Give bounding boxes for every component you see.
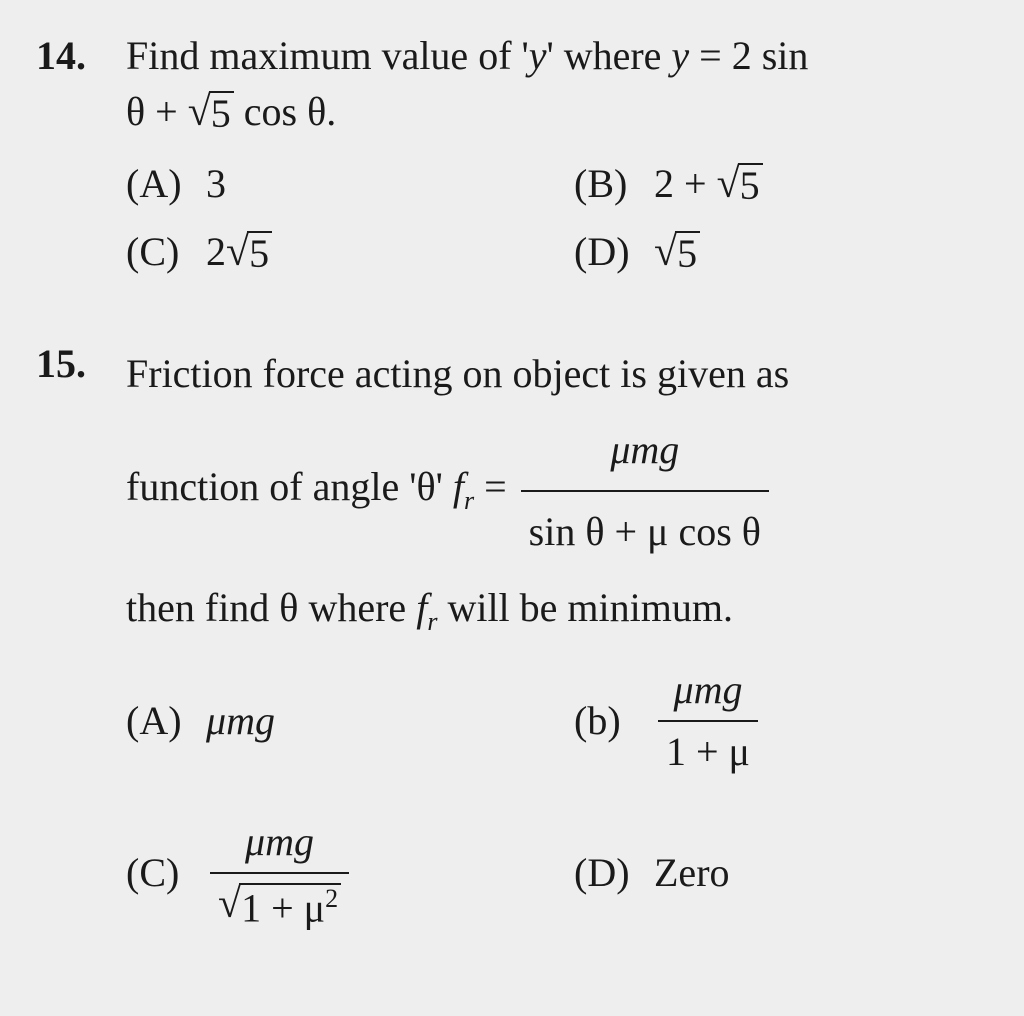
option-label: (C) <box>126 224 192 280</box>
fraction-denominator: √1 + μ2 <box>210 872 349 932</box>
fraction: μmgsin θ + μ cos θ <box>521 412 769 570</box>
text-fragment: Friction force acting on object is given… <box>126 351 789 396</box>
option-label: (C) <box>126 845 192 901</box>
equals-sign: = <box>474 464 517 509</box>
variable-y: y <box>671 33 689 78</box>
option-label: (A) <box>126 693 192 749</box>
option-d: (D) √5 <box>574 224 982 280</box>
option-value: 3 <box>206 156 226 212</box>
subscript-r: r <box>464 486 474 515</box>
question-14: 14. Find maximum value of 'y' where y = … <box>36 28 982 280</box>
variable-y: y <box>529 33 547 78</box>
text-fragment: θ + <box>126 89 188 134</box>
option-label: (D) <box>574 845 640 901</box>
option-a: (A) μmg <box>126 662 534 780</box>
question-number: 14. <box>36 28 126 280</box>
fraction: μmg 1 + μ <box>658 662 758 780</box>
option-label: (b) <box>574 693 640 749</box>
text-fragment: ' where <box>546 33 671 78</box>
option-value: μmg <box>206 693 275 749</box>
question-number: 15. <box>36 336 126 932</box>
sqrt-arg: 1 + μ2 <box>239 883 341 929</box>
page: 14. Find maximum value of 'y' where y = … <box>0 0 1024 1016</box>
text-fragment: Find maximum value of ' <box>126 33 529 78</box>
question-body: Find maximum value of 'y' where y = 2 si… <box>126 28 982 280</box>
text-fragment: cos θ. <box>234 89 336 134</box>
superscript-2: 2 <box>325 884 338 913</box>
text-fragment: 2 <box>206 229 226 274</box>
options-grid: (A) μmg (b) μmg 1 + μ (C) μmg √1 + μ2 <box>126 662 982 932</box>
fraction-numerator: μmg <box>666 662 751 720</box>
option-d: (D) Zero <box>574 814 982 932</box>
question-15: 15. Friction force acting on object is g… <box>36 336 982 932</box>
sqrt-arg: 5 <box>247 231 272 275</box>
fraction-denominator: 1 + μ <box>658 720 758 780</box>
radical-icon: √ <box>226 231 249 273</box>
option-value: Zero <box>654 845 730 901</box>
sqrt-expression: √5 <box>717 163 763 207</box>
options-grid: (A) 3 (B) 2 + √5 (C) 2√5 (D) <box>126 156 982 280</box>
option-label: (B) <box>574 156 640 212</box>
radical-icon: √ <box>218 883 241 925</box>
sqrt-expression: √5 <box>188 91 234 135</box>
question-text: Friction force acting on object is given… <box>126 336 982 646</box>
question-body: Friction force acting on object is given… <box>126 336 982 932</box>
sqrt-arg: 5 <box>738 163 763 207</box>
sqrt-arg: 5 <box>675 231 700 275</box>
sqrt-arg: 5 <box>209 91 234 135</box>
text-fragment: function of angle 'θ' <box>126 464 453 509</box>
radical-icon: √ <box>654 231 677 273</box>
fraction: μmg √1 + μ2 <box>210 814 349 932</box>
text-fragment: 1 + μ <box>241 886 325 931</box>
option-value: 2√5 <box>206 224 272 280</box>
option-value: 2 + √5 <box>654 156 763 212</box>
option-b: (b) μmg 1 + μ <box>574 662 982 780</box>
fraction-numerator: μmg <box>237 814 322 872</box>
radical-icon: √ <box>188 91 211 133</box>
variable-fr: f <box>453 464 464 509</box>
option-c: (C) μmg √1 + μ2 <box>126 814 534 932</box>
sqrt-expression: √1 + μ2 <box>218 883 341 929</box>
fraction-numerator: μmg <box>602 412 687 490</box>
option-label: (D) <box>574 224 640 280</box>
variable-fr: f <box>416 585 427 630</box>
option-value: √5 <box>654 224 700 280</box>
option-b: (B) 2 + √5 <box>574 156 982 212</box>
subscript-r: r <box>427 607 437 636</box>
option-c: (C) 2√5 <box>126 224 534 280</box>
text-fragment: = 2 sin <box>689 33 808 78</box>
question-text: Find maximum value of 'y' where y = 2 si… <box>126 28 982 140</box>
text-fragment: then find θ where <box>126 585 416 630</box>
sqrt-expression: √5 <box>226 231 272 275</box>
option-a: (A) 3 <box>126 156 534 212</box>
text-fragment: 2 + <box>654 161 717 206</box>
sqrt-expression: √5 <box>654 231 700 275</box>
option-label: (A) <box>126 156 192 212</box>
text-fragment: will be minimum. <box>437 585 733 630</box>
fraction-denominator: sin θ + μ cos θ <box>521 490 769 570</box>
radical-icon: √ <box>717 163 740 205</box>
